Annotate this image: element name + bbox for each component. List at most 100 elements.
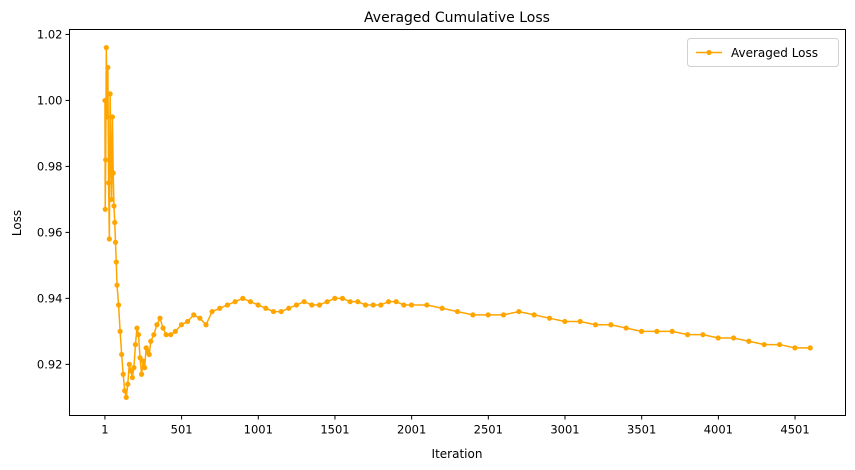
chart-title: Averaged Cumulative Loss <box>364 10 550 26</box>
data-point <box>132 341 139 348</box>
data-point <box>324 299 330 305</box>
data-point <box>715 335 721 341</box>
data-point <box>102 97 108 104</box>
data-point <box>151 332 157 338</box>
data-point <box>125 381 131 387</box>
data-point <box>184 318 191 325</box>
data-point <box>131 365 137 371</box>
data-point <box>122 388 128 394</box>
data-point <box>113 259 119 265</box>
data-point <box>115 302 122 308</box>
legend-label: Averaged Loss <box>731 46 818 60</box>
data-point <box>224 302 231 308</box>
y-tick-label: 0.92 <box>37 357 63 371</box>
x-axis: 1 501 1001 1501 2001 2501 3001 3501 4001 4501 <box>101 415 810 437</box>
x-tick-label: 3001 <box>550 423 579 437</box>
data-point <box>247 299 254 305</box>
data-point <box>217 305 223 311</box>
data-point <box>316 302 323 308</box>
data-point <box>638 328 645 334</box>
axes-frame <box>69 29 846 416</box>
data-point <box>500 312 507 318</box>
data-point <box>700 332 706 338</box>
data-point <box>309 302 315 308</box>
y-tick-label: 1.02 <box>37 27 63 41</box>
data-point <box>134 325 140 331</box>
data-point <box>654 328 660 334</box>
data-point <box>370 302 376 308</box>
data-point <box>146 351 152 358</box>
data-point <box>209 308 215 315</box>
data-point <box>293 302 300 308</box>
data-point <box>362 302 369 308</box>
data-point <box>684 332 691 338</box>
data-point <box>105 64 111 71</box>
y-axis: 0.92 0.94 0.96 0.98 1.00 1.02 <box>37 27 70 371</box>
data-point <box>232 299 238 305</box>
data-point <box>355 299 361 305</box>
legend: Averaged Loss <box>687 38 839 67</box>
data-point <box>730 335 737 341</box>
data-point <box>103 45 109 51</box>
data-point <box>108 147 114 153</box>
data-point <box>516 308 522 315</box>
data-point <box>114 282 120 288</box>
data-point <box>191 312 197 318</box>
data-point <box>117 328 123 334</box>
data-point <box>172 328 178 334</box>
data-point <box>240 295 246 301</box>
x-tick-label: 3501 <box>627 423 656 437</box>
data-point <box>393 299 399 305</box>
data-point <box>142 365 148 371</box>
data-point <box>776 341 783 348</box>
legend-marker-swatch <box>706 49 712 56</box>
data-point <box>761 341 767 348</box>
data-point <box>103 157 109 163</box>
data-point <box>378 302 384 308</box>
data-point <box>203 322 209 328</box>
data-point <box>109 196 115 203</box>
data-point <box>107 91 113 97</box>
data-point <box>401 302 407 308</box>
data-point <box>109 114 116 120</box>
x-tick-label: 501 <box>171 423 193 437</box>
data-point <box>178 322 185 328</box>
data-point <box>470 312 476 318</box>
data-point <box>102 206 108 212</box>
data-point <box>278 308 284 315</box>
data-point <box>792 345 798 351</box>
x-tick-label: 2501 <box>474 423 503 437</box>
x-axis-label: Iteration <box>432 447 483 461</box>
data-point <box>531 312 537 318</box>
data-point <box>112 219 118 226</box>
data-point <box>592 322 599 328</box>
data-point <box>120 371 126 377</box>
x-tick-label: 1 <box>101 423 108 437</box>
x-tick-label: 2001 <box>397 423 426 437</box>
data-point <box>623 325 629 331</box>
series-layer <box>102 45 813 400</box>
legend-box <box>687 38 839 67</box>
data-point <box>347 299 353 305</box>
x-tick-label: 1501 <box>320 423 349 437</box>
data-point <box>270 308 277 315</box>
data-point <box>669 328 675 334</box>
data-point <box>126 361 132 367</box>
data-point <box>408 302 415 308</box>
data-point <box>157 315 163 321</box>
data-point <box>339 295 346 301</box>
plot-area <box>69 29 846 416</box>
data-point <box>301 299 307 305</box>
data-point <box>608 322 614 328</box>
y-tick-label: 0.98 <box>37 159 63 173</box>
y-tick-label: 1.00 <box>37 93 63 107</box>
data-point <box>332 295 338 301</box>
data-point <box>807 345 813 351</box>
data-point <box>286 305 292 311</box>
data-point <box>104 114 110 120</box>
data-point <box>128 368 134 374</box>
data-point <box>439 305 445 311</box>
y-tick-label: 0.96 <box>37 225 63 239</box>
data-point <box>197 315 203 321</box>
x-tick-label: 4501 <box>780 423 809 437</box>
